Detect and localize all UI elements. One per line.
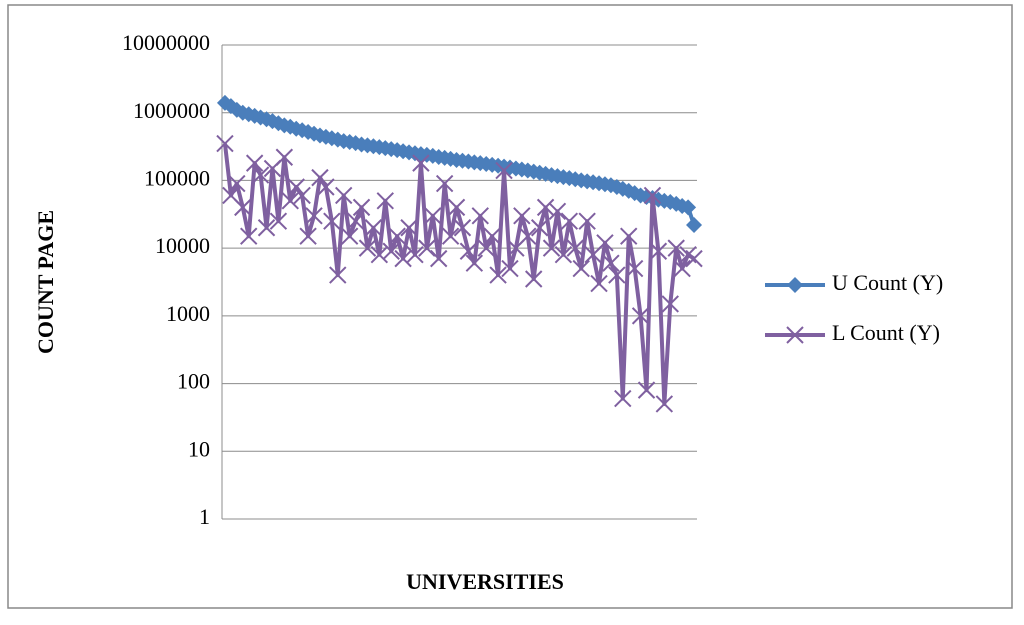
data-point	[519, 227, 537, 245]
data-point	[382, 242, 400, 260]
data-point	[424, 207, 442, 225]
data-point	[625, 259, 644, 278]
data-point	[305, 207, 323, 225]
data-point	[293, 186, 311, 205]
data-point	[643, 186, 662, 205]
data-point	[530, 219, 549, 237]
data-point	[352, 198, 371, 217]
data-point	[542, 239, 561, 257]
data-point	[513, 207, 531, 225]
data-point	[370, 245, 389, 264]
data-point	[548, 202, 567, 221]
data-point	[251, 166, 270, 184]
data-point	[459, 242, 478, 260]
data-point	[680, 199, 697, 216]
data-point	[614, 389, 632, 408]
legend-label: L Count (Y)	[832, 320, 940, 345]
data-point	[317, 178, 335, 196]
y-tick-label: 1	[199, 504, 210, 529]
data-point	[471, 207, 489, 225]
data-point	[536, 198, 555, 217]
data-point	[412, 154, 430, 172]
data-point	[275, 148, 294, 166]
data-point	[311, 168, 329, 187]
y-tick-label: 10000	[155, 233, 210, 258]
y-tick-label: 100	[177, 369, 210, 394]
data-point	[376, 192, 394, 210]
data-point	[578, 212, 596, 230]
data-point	[430, 249, 448, 268]
data-point	[631, 307, 650, 325]
data-point	[453, 219, 472, 237]
chart-border	[7, 4, 1013, 609]
data-point	[489, 266, 507, 284]
data-point	[281, 192, 299, 210]
data-point	[447, 198, 466, 217]
data-point	[560, 212, 579, 230]
legend-marker	[787, 277, 803, 293]
data-point	[257, 219, 276, 237]
y-tick-label: 1000000	[133, 98, 210, 123]
data-point	[620, 227, 638, 245]
data-point	[335, 186, 353, 205]
data-point	[602, 254, 620, 272]
data-point	[655, 395, 674, 413]
data-point	[441, 227, 460, 245]
data-point	[686, 216, 703, 233]
y-axis-title: COUNT PAGE	[33, 210, 58, 354]
data-point	[661, 295, 679, 313]
legend-label: U Count (Y)	[832, 270, 943, 295]
data-point	[667, 239, 685, 257]
x-axis-title: UNIVERSITIES	[406, 569, 564, 594]
data-point	[566, 239, 584, 257]
data-point	[673, 259, 691, 278]
data-point	[465, 254, 484, 272]
data-point	[495, 161, 513, 180]
data-point	[323, 212, 341, 230]
data-point	[240, 227, 258, 245]
data-point	[477, 239, 495, 257]
data-point	[572, 259, 590, 278]
data-point	[596, 234, 614, 252]
data-point	[501, 259, 519, 278]
data-point	[608, 266, 626, 284]
data-point	[400, 219, 418, 237]
data-point	[287, 178, 305, 196]
data-point	[649, 242, 668, 260]
data-point	[637, 381, 656, 399]
legend-marker	[786, 326, 804, 344]
data-point	[269, 212, 288, 230]
data-point	[340, 227, 359, 245]
y-tick-label: 100000	[144, 165, 210, 190]
data-point	[216, 134, 234, 153]
data-point	[590, 274, 608, 293]
data-point	[234, 198, 252, 217]
data-point	[483, 227, 501, 245]
data-point	[685, 249, 703, 268]
data-point	[245, 154, 264, 172]
data-point	[228, 174, 246, 193]
data-point	[525, 270, 543, 288]
y-tick-label: 10000000	[122, 30, 210, 55]
data-point	[388, 227, 406, 245]
data-point	[554, 245, 573, 264]
data-point	[406, 245, 424, 264]
y-tick-label: 10	[188, 436, 210, 461]
data-point	[346, 212, 365, 230]
data-point	[358, 239, 377, 257]
data-point	[435, 174, 454, 193]
data-point	[329, 266, 347, 284]
data-point	[299, 227, 317, 245]
data-point	[364, 219, 383, 237]
y-tick-label: 1000	[166, 301, 210, 326]
data-point	[394, 249, 412, 268]
